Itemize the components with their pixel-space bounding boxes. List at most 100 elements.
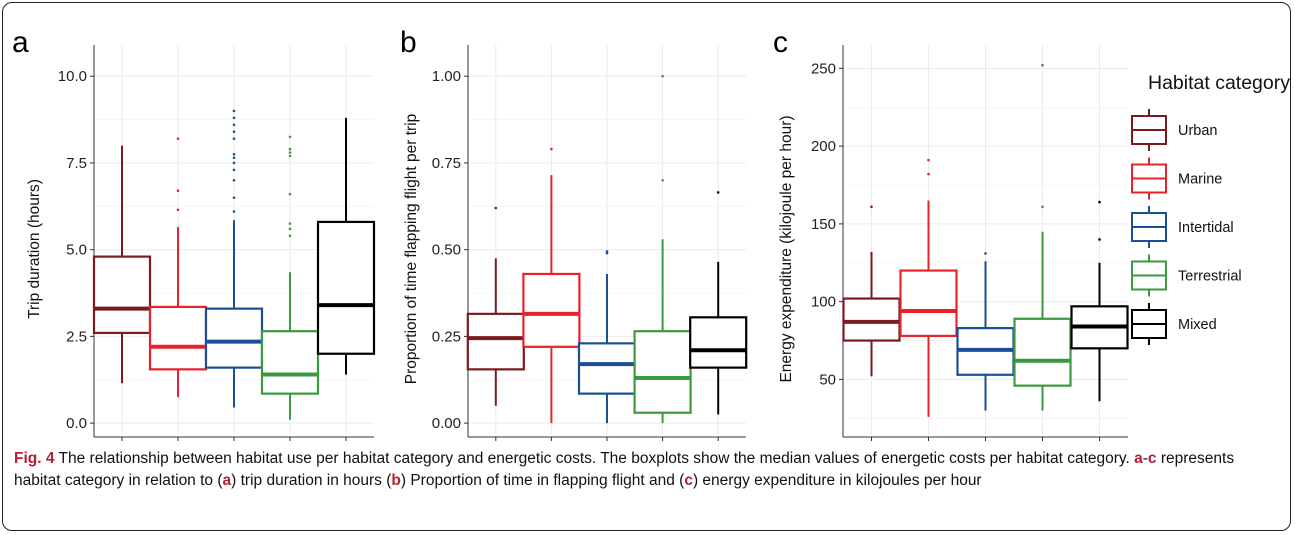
y-tick-label: 0.00 bbox=[432, 415, 461, 432]
panel-letter: c bbox=[773, 26, 788, 59]
outlier-point bbox=[176, 189, 180, 192]
y-tick-label: 150 bbox=[811, 216, 836, 233]
outlier-point bbox=[232, 137, 236, 140]
legend-item-mixed: Mixed bbox=[1131, 303, 1217, 345]
box-iqr bbox=[316, 220, 376, 355]
box-iqr bbox=[204, 307, 264, 369]
box-iqr bbox=[466, 312, 525, 371]
caption-ref-c: c bbox=[684, 471, 693, 489]
box-mixed bbox=[689, 191, 748, 415]
caption-ref-a: a bbox=[1134, 450, 1143, 467]
legend-item-label: Terrestrial bbox=[1178, 269, 1242, 285]
legend-item-intertidal: Intertidal bbox=[1131, 206, 1234, 248]
y-tick-label: 2.5 bbox=[66, 328, 87, 345]
outlier-point bbox=[288, 192, 292, 196]
outlier-point bbox=[661, 74, 664, 78]
outlier-point bbox=[288, 234, 292, 238]
caption-text: represents habitat category in relation … bbox=[14, 450, 1235, 489]
outlier-point bbox=[716, 191, 720, 194]
box-iqr bbox=[1013, 317, 1072, 387]
outlier-point bbox=[605, 250, 609, 253]
y-tick-label: 50 bbox=[819, 371, 836, 388]
outlier-point bbox=[232, 109, 236, 113]
caption-text: ) energy expenditure in kilojoules per h… bbox=[692, 471, 982, 489]
outlier-point bbox=[288, 151, 292, 154]
caption-text: The relationship between habitat use per… bbox=[54, 450, 1135, 467]
outlier-point bbox=[232, 156, 236, 160]
caption-figure-label: Fig. 4 bbox=[14, 450, 55, 467]
outlier-point bbox=[1041, 205, 1044, 209]
box-urban bbox=[466, 206, 525, 406]
y-tick-label: 10.0 bbox=[58, 68, 87, 85]
box-iqr bbox=[260, 330, 320, 395]
outlier-point bbox=[494, 206, 498, 210]
figure-caption: Fig. 4 The relationship between habitat … bbox=[14, 448, 1276, 491]
box-iqr bbox=[522, 272, 581, 348]
box-iqr bbox=[842, 297, 901, 342]
box-intertidal bbox=[956, 252, 1015, 411]
outlier-point bbox=[232, 116, 236, 120]
outlier-point bbox=[288, 135, 292, 139]
box-terrestrial bbox=[633, 74, 692, 424]
box-iqr bbox=[148, 305, 208, 371]
y-tick-label: 0.25 bbox=[432, 328, 461, 345]
outlier-point bbox=[984, 252, 987, 255]
panel-letter: b bbox=[400, 26, 417, 59]
outlier-point bbox=[870, 205, 873, 209]
box-iqr bbox=[689, 316, 748, 369]
box-marine bbox=[522, 147, 581, 424]
y-axis-label: Trip duration (hours) bbox=[26, 179, 43, 319]
box-urban bbox=[92, 145, 152, 384]
box-iqr bbox=[577, 342, 637, 395]
caption-ref-a: a bbox=[222, 471, 232, 489]
y-tick-label: 5.0 bbox=[66, 242, 87, 259]
legend-item-marine: Marine bbox=[1131, 157, 1222, 200]
panel-a: 0.0 2.5 5.0 7.5 10.0 a Trip duration (hours) bbox=[12, 26, 376, 441]
outlier-point bbox=[232, 152, 236, 156]
y-tick-label: 0.75 bbox=[432, 155, 461, 172]
y-axis-label: Energy expenditure (kilojoule per hour) bbox=[778, 115, 795, 382]
outlier-point bbox=[288, 222, 292, 225]
outlier-point bbox=[232, 168, 236, 172]
caption-ref-c: c bbox=[1147, 450, 1157, 467]
box-iqr bbox=[92, 255, 152, 335]
y-tick-label: 200 bbox=[811, 138, 836, 155]
outlier-point bbox=[661, 178, 664, 182]
legend: Habitat category Urban Marine Intertidal Ter… bbox=[1131, 72, 1290, 345]
legend-item-urban: Urban bbox=[1131, 109, 1218, 151]
outlier-point bbox=[232, 161, 236, 165]
outlier-point bbox=[232, 178, 236, 182]
outlier-point bbox=[1098, 200, 1101, 204]
box-urban bbox=[842, 205, 901, 377]
panel-letter: a bbox=[12, 26, 29, 59]
y-axis-label: Proportion of time flapping flight per t… bbox=[403, 114, 420, 385]
y-tick-label: 1.00 bbox=[432, 68, 461, 85]
outlier-point bbox=[927, 172, 930, 176]
outlier-point bbox=[550, 147, 553, 151]
outlier-point bbox=[288, 227, 292, 231]
box-mixed bbox=[316, 117, 376, 375]
box-iqr bbox=[633, 330, 692, 414]
outlier-point bbox=[288, 154, 292, 158]
outlier-point bbox=[288, 147, 292, 151]
legend-item-label: Mixed bbox=[1178, 317, 1217, 333]
panel-c: 50 100 150 200 250 c Energy expenditure (kiloj… bbox=[773, 26, 1129, 441]
y-tick-label: 7.5 bbox=[66, 155, 87, 172]
legend-item-label: Urban bbox=[1178, 123, 1218, 139]
outlier-point bbox=[232, 123, 236, 127]
box-terrestrial bbox=[1013, 63, 1072, 411]
box-marine bbox=[899, 158, 958, 417]
caption-ref-b: b bbox=[391, 471, 401, 489]
caption-text: ) trip duration in hours ( bbox=[231, 471, 392, 489]
legend-title: Habitat category bbox=[1148, 72, 1290, 94]
outlier-point bbox=[232, 130, 236, 134]
outlier-point bbox=[927, 158, 930, 162]
caption-text: ) Proportion of time in flapping flight … bbox=[400, 471, 685, 489]
box-mixed bbox=[1070, 200, 1129, 402]
y-tick-label: 250 bbox=[811, 60, 836, 77]
outlier-point bbox=[232, 196, 236, 199]
outlier-point bbox=[176, 137, 180, 140]
box-terrestrial bbox=[260, 135, 320, 420]
